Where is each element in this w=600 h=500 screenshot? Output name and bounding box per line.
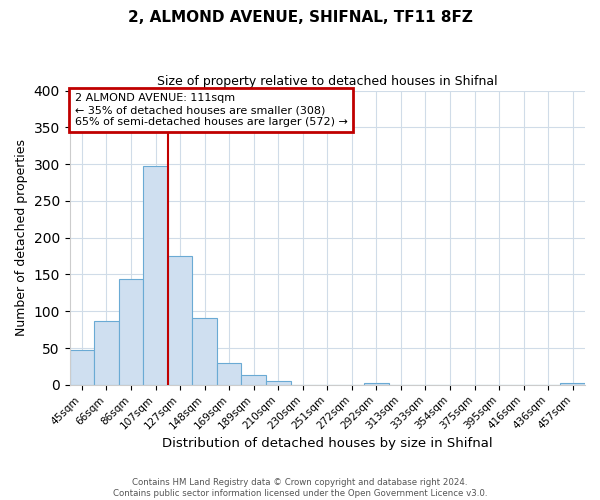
Bar bbox=[94, 321, 119, 385]
Bar bbox=[266, 381, 290, 385]
Bar bbox=[193, 318, 217, 385]
Text: 2, ALMOND AVENUE, SHIFNAL, TF11 8FZ: 2, ALMOND AVENUE, SHIFNAL, TF11 8FZ bbox=[128, 10, 472, 25]
Bar bbox=[241, 374, 266, 385]
Text: Contains HM Land Registry data © Crown copyright and database right 2024.
Contai: Contains HM Land Registry data © Crown c… bbox=[113, 478, 487, 498]
Y-axis label: Number of detached properties: Number of detached properties bbox=[15, 139, 28, 336]
Bar bbox=[217, 363, 241, 385]
Bar bbox=[560, 384, 585, 385]
Bar bbox=[168, 256, 193, 385]
Bar bbox=[70, 350, 94, 385]
Title: Size of property relative to detached houses in Shifnal: Size of property relative to detached ho… bbox=[157, 75, 497, 88]
Bar bbox=[364, 384, 389, 385]
Bar bbox=[119, 279, 143, 385]
X-axis label: Distribution of detached houses by size in Shifnal: Distribution of detached houses by size … bbox=[162, 437, 493, 450]
Bar bbox=[143, 166, 168, 385]
Text: 2 ALMOND AVENUE: 111sqm
← 35% of detached houses are smaller (308)
65% of semi-d: 2 ALMOND AVENUE: 111sqm ← 35% of detache… bbox=[75, 94, 347, 126]
